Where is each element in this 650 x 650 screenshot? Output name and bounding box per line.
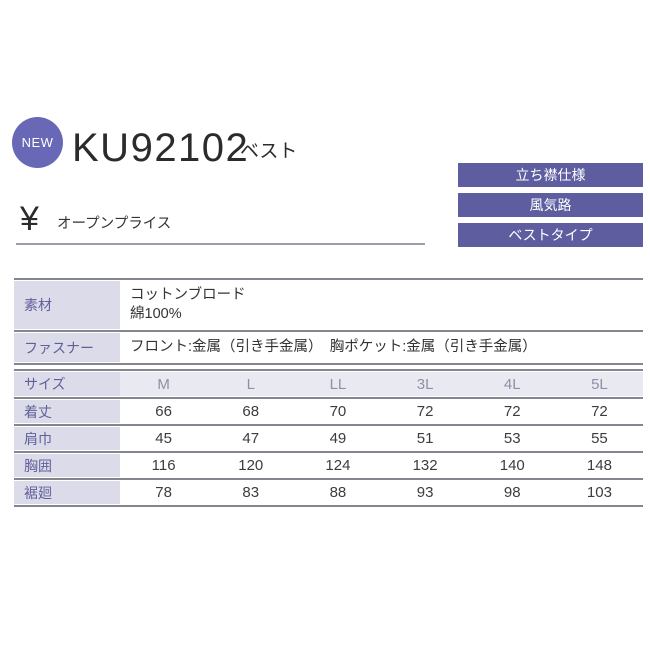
size-column-3l: 3L: [381, 372, 469, 396]
fastener-line-1: フロント:金属（引き手金属） 胸ポケット:金属（引き手金属）: [130, 339, 537, 355]
table-row: ファスナー フロント:金属（引き手金属） 胸ポケット:金属（引き手金属）: [14, 332, 643, 365]
cell-value: 45: [155, 430, 172, 447]
table-row-hem: 裾廻 78 83 88 93 98 103: [14, 480, 643, 507]
cell-value: 140: [499, 457, 525, 474]
material-line-2: 綿100%: [130, 306, 182, 322]
cell-value: 53: [503, 430, 521, 447]
size-column-4l: 4L: [468, 372, 556, 396]
size-table-header-row: サイズ M L LL 3L 4L 5L: [14, 371, 644, 399]
cell-value: 88: [329, 484, 347, 501]
spec-row-label-material: 素材: [14, 281, 120, 329]
cell-value: 148: [586, 457, 612, 474]
price-label: オープンプライス: [57, 216, 172, 232]
cell-value: 120: [238, 457, 264, 474]
cell-value: 66: [155, 403, 172, 420]
cell-value: 70: [329, 403, 347, 420]
cell-value: 83: [242, 484, 260, 501]
spec-row-label-fastener: ファスナー: [14, 333, 120, 362]
feature-tag-air-path: 風気路: [458, 193, 643, 217]
cell-value: 78: [155, 484, 172, 501]
material-line-1: コットンブロード: [130, 287, 246, 303]
table-row-chest: 胸囲 116 120 124 132 140 148: [14, 453, 643, 480]
yen-icon: ¥: [20, 200, 39, 238]
new-badge-label: NEW: [21, 135, 54, 150]
cell-value: 47: [242, 430, 260, 447]
cell-value: 98: [503, 484, 521, 501]
cell-value: 124: [325, 457, 351, 474]
new-badge: NEW: [12, 117, 63, 168]
size-header-label: サイズ: [14, 372, 120, 396]
row-label-chest: 胸囲: [14, 454, 120, 477]
table-row: 素材 コットンブロード 綿100%: [14, 280, 643, 332]
cell-value: 55: [591, 430, 608, 447]
row-label-body-length: 着丈: [14, 400, 120, 423]
product-code: KU92102: [72, 126, 250, 170]
cell-value: 49: [329, 430, 347, 447]
cell-value: 51: [416, 430, 434, 447]
table-row-shoulder-width: 肩巾 45 47 49 51 53 55: [14, 426, 643, 453]
feature-tag-list: 立ち襟仕様 風気路 ベストタイプ: [458, 163, 643, 253]
size-column-l: L: [207, 372, 295, 396]
cell-value: 103: [586, 484, 612, 501]
spec-row-value-material: コットンブロード 綿100%: [120, 280, 643, 330]
row-label-shoulder-width: 肩巾: [14, 427, 120, 450]
cell-value: 93: [416, 484, 434, 501]
feature-tag-stand-collar: 立ち襟仕様: [458, 163, 643, 187]
spec-table: 素材 コットンブロード 綿100% ファスナー フロント:金属（引き手金属） 胸…: [14, 278, 643, 365]
cell-value: 116: [151, 457, 176, 474]
size-column-5l: 5L: [555, 372, 644, 396]
table-row-body-length: 着丈 66 68 70 72 72 72: [14, 399, 643, 426]
row-label-hem: 裾廻: [14, 481, 120, 504]
cell-value: 72: [503, 403, 521, 420]
cell-value: 72: [591, 403, 608, 420]
price-underline: [16, 243, 425, 245]
size-table: サイズ M L LL 3L 4L 5L 着丈 66 68 70 72 72 72…: [14, 369, 644, 507]
cell-value: 132: [412, 457, 438, 474]
product-type-label: ベスト: [240, 141, 298, 162]
spec-row-value-fastener: フロント:金属（引き手金属） 胸ポケット:金属（引き手金属）: [120, 332, 643, 363]
size-column-ll: LL: [294, 372, 382, 396]
cell-value: 72: [416, 403, 434, 420]
cell-value: 68: [242, 403, 260, 420]
feature-tag-vest-type: ベストタイプ: [458, 223, 643, 247]
size-column-m: M: [120, 372, 208, 396]
